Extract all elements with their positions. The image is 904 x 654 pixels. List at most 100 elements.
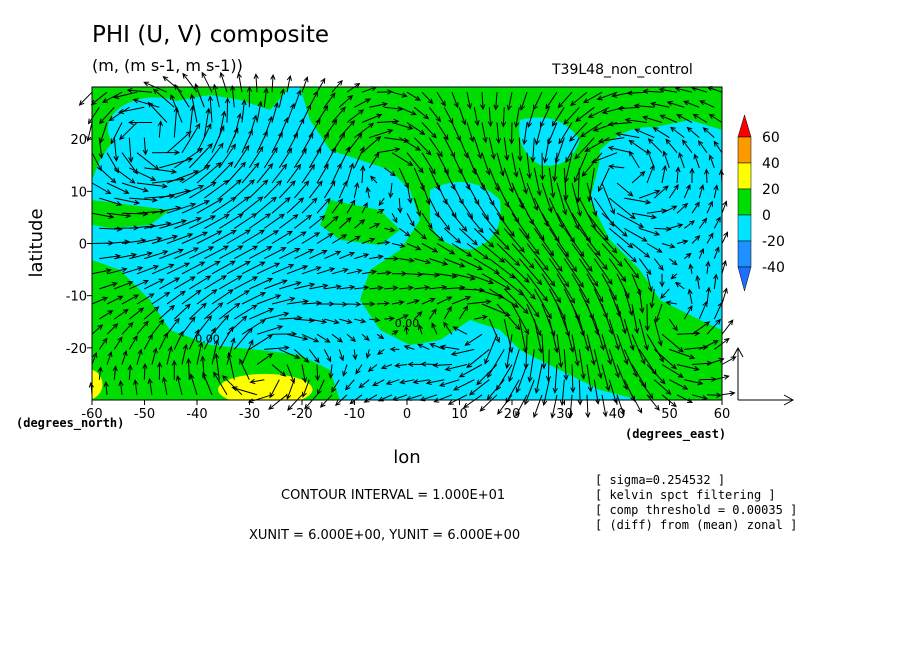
positive-band [300, 87, 722, 400]
wind-arrow [101, 91, 123, 103]
wind-arrow [346, 333, 357, 342]
wind-arrow [376, 147, 401, 154]
wind-arrow [623, 258, 640, 279]
wind-arrow [522, 122, 528, 146]
wind-arrow [181, 123, 201, 153]
wind-arrow [203, 107, 211, 138]
wind-arrow [443, 137, 456, 159]
wind-arrow [201, 71, 213, 93]
wind-arrow [226, 161, 247, 184]
wind-arrow [559, 379, 566, 407]
wind-arrow [496, 364, 513, 391]
wind-arrow [87, 107, 100, 125]
wind-arrow [511, 243, 535, 270]
wind-arrow [264, 345, 290, 351]
wind-arrow [601, 212, 628, 237]
wind-arrow [683, 252, 692, 259]
wind-arrow [319, 394, 333, 408]
wind-arrow [361, 136, 382, 154]
wind-arrow [406, 122, 426, 135]
wind-arrow [263, 179, 282, 199]
wind-arrow [376, 270, 392, 276]
wind-arrow [713, 246, 720, 259]
wind-arrow [136, 348, 143, 365]
wind-arrow [681, 139, 693, 154]
wind-arrow [271, 163, 288, 184]
wind-arrow [652, 127, 670, 139]
wind-arrow [642, 88, 663, 94]
wind-arrow [256, 353, 274, 365]
wind-arrow [399, 379, 415, 385]
wind-arrow [658, 87, 678, 93]
wind-arrow [428, 137, 443, 158]
wind-arrow [688, 263, 694, 274]
reference-vector [732, 346, 795, 406]
wind-arrow [466, 182, 480, 206]
wind-arrow [497, 394, 513, 415]
wind-arrow [721, 200, 728, 214]
wind-arrow [582, 91, 603, 104]
positive-band [92, 260, 340, 400]
wind-arrow [713, 140, 723, 153]
wind-arrow [608, 228, 634, 249]
wind-arrow [674, 86, 693, 93]
wind-arrow [653, 379, 672, 395]
wind-arrow [412, 379, 430, 385]
legend-bin [737, 136, 752, 164]
wind-arrow [241, 261, 266, 275]
wind-arrow [249, 378, 265, 385]
wind-arrow [98, 337, 108, 350]
wind-arrow [151, 149, 181, 156]
legend-bin [737, 162, 752, 190]
wind-arrow [114, 308, 129, 320]
wind-arrow [384, 256, 400, 262]
wind-arrow [78, 91, 93, 106]
wind-arrow [204, 179, 230, 199]
wind-arrow [358, 379, 370, 389]
x-tick-label: -60 [81, 407, 102, 422]
wind-arrow [361, 269, 378, 275]
wind-arrow [171, 359, 177, 380]
wind-arrow [403, 325, 410, 335]
wind-arrow [166, 345, 173, 365]
wind-arrow [425, 379, 445, 385]
wind-arrow [211, 229, 237, 244]
wind-arrow [339, 284, 356, 291]
wind-arrow [532, 394, 543, 419]
wind-arrow [586, 182, 598, 217]
wind-arrow [466, 349, 490, 369]
wind-arrow [200, 355, 206, 380]
wind-arrow [159, 219, 188, 229]
wind-arrow [581, 152, 603, 177]
wind-arrow [439, 379, 460, 387]
wind-arrow [488, 167, 500, 192]
wind-arrow [556, 212, 575, 244]
wind-arrow [166, 233, 194, 244]
wind-arrow [496, 152, 505, 177]
wind-arrow [256, 325, 284, 335]
wind-arrow [391, 91, 408, 98]
wind-arrow [233, 112, 242, 138]
x-tick-label: 20 [504, 407, 521, 422]
wind-arrow [368, 152, 380, 169]
wind-arrow [578, 288, 594, 320]
wind-arrow [398, 167, 409, 190]
wind-arrow [308, 215, 326, 229]
wind-arrow [669, 348, 696, 360]
wind-arrow [721, 259, 727, 274]
wind-arrow [654, 226, 672, 232]
wind-arrow [570, 91, 588, 107]
wind-arrow [118, 380, 124, 395]
wind-arrow [631, 243, 651, 258]
wind-arrow [399, 106, 417, 116]
wind-arrow [369, 317, 381, 323]
wind-arrow [474, 314, 488, 320]
wind-arrow [103, 380, 109, 395]
wind-arrow [385, 379, 400, 385]
wind-arrow [188, 302, 207, 320]
wind-arrow [466, 273, 495, 285]
wind-arrow [638, 318, 649, 351]
wind-arrow [354, 318, 367, 324]
wind-arrow [608, 164, 625, 170]
